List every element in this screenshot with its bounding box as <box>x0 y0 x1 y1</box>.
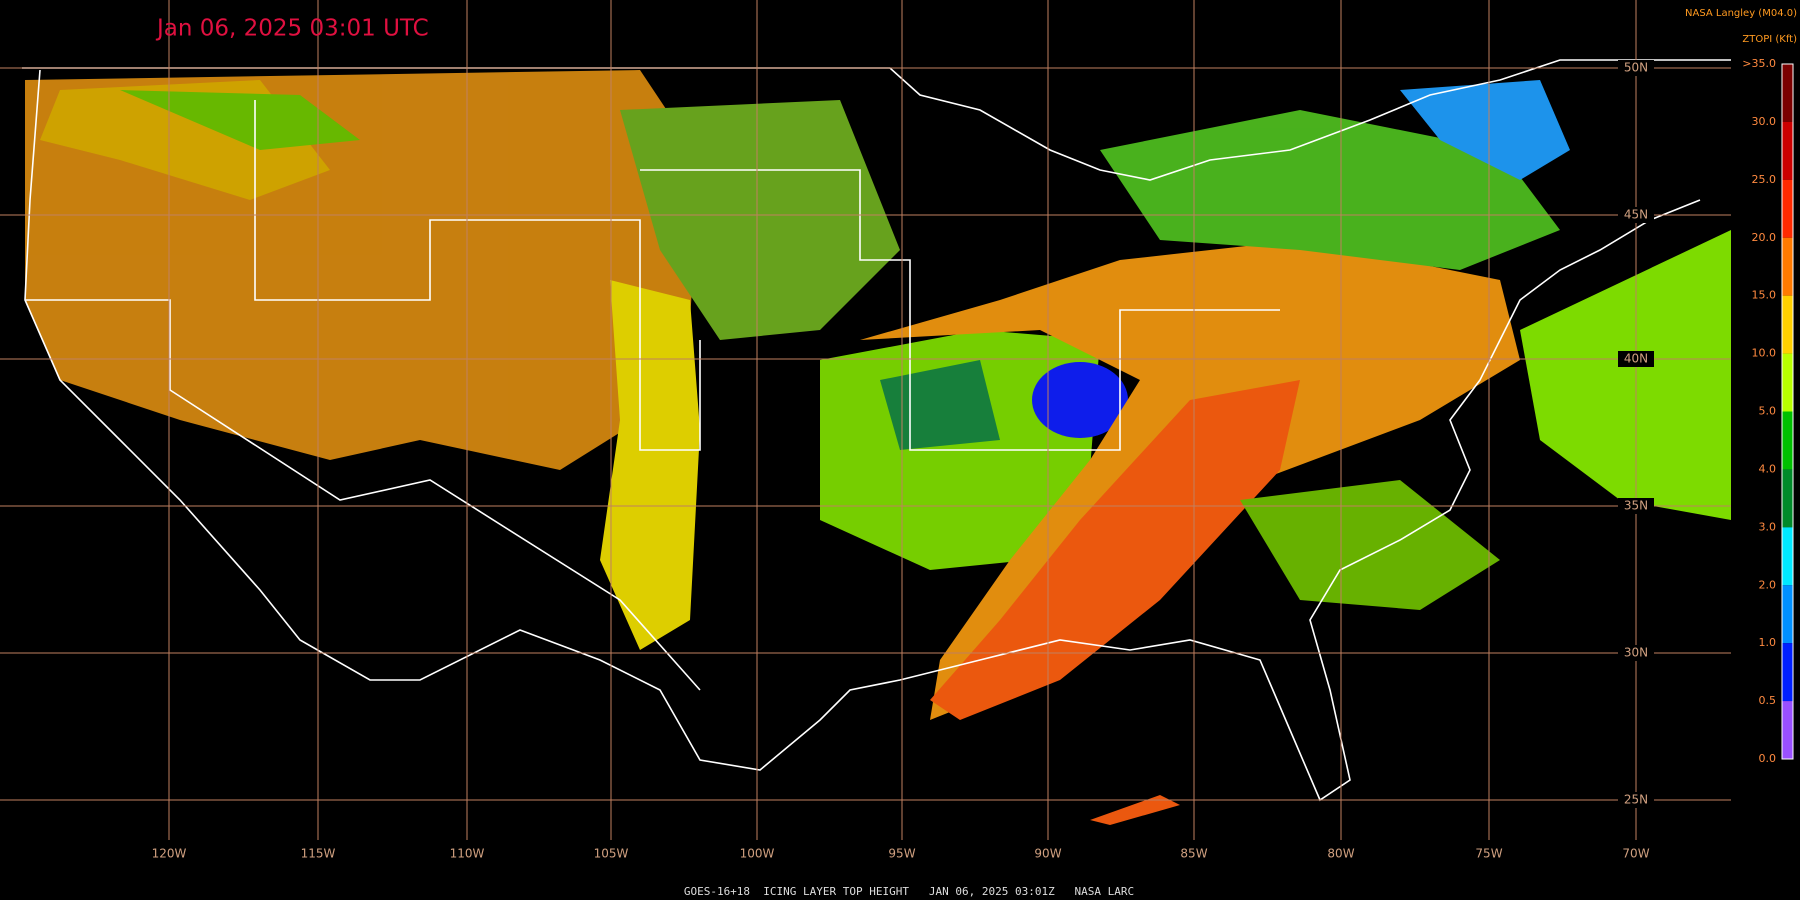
longitude-label: 100W <box>740 847 775 861</box>
blue-core <box>1032 362 1128 438</box>
boundaries <box>22 59 1731 802</box>
cloud-layer <box>25 70 1731 825</box>
longitude-label: 115W <box>301 847 336 861</box>
source-label: NASA Langley (M04.0) <box>1685 8 1797 19</box>
longitude-label: 120W <box>152 847 187 861</box>
label-backdrop <box>1618 351 1654 367</box>
atlantic-green <box>1520 230 1731 520</box>
colorbar-label: 1.0 <box>1759 636 1777 649</box>
colorbar-label: 15.0 <box>1752 289 1777 302</box>
southern-orange <box>930 380 1300 720</box>
northwest-green <box>120 90 360 150</box>
gulf-streak <box>1090 795 1180 825</box>
colorbar-label: 30.0 <box>1752 115 1777 128</box>
longitude-label: 75W <box>1475 847 1502 861</box>
colorbar-segment <box>1782 643 1793 702</box>
coastline <box>24 69 1701 802</box>
colorbar-segment <box>1782 527 1793 586</box>
great-lakes-green <box>1100 110 1560 270</box>
longitude-label: 85W <box>1180 847 1207 861</box>
colorbar-segment <box>1782 411 1793 470</box>
footer: GOES-16+18 ICING LAYER TOP HEIGHT JAN 06… <box>684 885 1134 898</box>
colorbar-segment <box>1782 585 1793 644</box>
plains-green <box>620 100 900 340</box>
longitude-label: 90W <box>1034 847 1061 861</box>
label-backdrop <box>1618 207 1654 223</box>
southeast-green <box>1240 480 1500 610</box>
colorbar-label: 25.0 <box>1752 173 1777 186</box>
colorbar-segment <box>1782 179 1793 238</box>
colorbar-label: 0.0 <box>1759 752 1777 765</box>
latitude-label: 50N <box>1624 61 1648 75</box>
state-lines-west <box>25 299 701 691</box>
colorbar-label: 4.0 <box>1759 462 1777 475</box>
product-label: ZTOPI (Kft) <box>1742 34 1797 45</box>
latitude-label: 25N <box>1624 793 1648 807</box>
longitude-label: 110W <box>450 847 485 861</box>
label-backdrop <box>1618 498 1654 514</box>
rockies-yellow <box>600 280 700 650</box>
latitude-label: 45N <box>1624 208 1648 222</box>
colorbar-label: >35.0 <box>1742 57 1776 70</box>
colorbar-label: 2.0 <box>1759 578 1777 591</box>
colorbar-segment <box>1782 237 1793 296</box>
colorbar-segment <box>1782 701 1793 759</box>
state-lines-central <box>640 169 1280 451</box>
longitude-label: 95W <box>888 847 915 861</box>
longitude-label: 80W <box>1327 847 1354 861</box>
colorbar-label: 3.0 <box>1759 520 1777 533</box>
colorbar-label: 20.0 <box>1752 231 1777 244</box>
longitude-label: 70W <box>1622 847 1649 861</box>
colorbar-segment <box>1782 295 1793 354</box>
colorbar-label: 5.0 <box>1759 405 1777 418</box>
latitude-label: 40N <box>1624 352 1648 366</box>
title: Jan 06, 2025 03:01 UTC <box>155 16 429 42</box>
colorbar: >35.0 30.0 25.0 20.0 15.0 10.0 5.0 4.0 3.0 2.0 1.0… <box>1742 57 1794 765</box>
colorbar-segment <box>1782 121 1793 180</box>
label-backdrop <box>1618 645 1654 661</box>
label-backdrop <box>1618 60 1654 76</box>
label-backdrop <box>1618 792 1654 808</box>
colorbar-segment <box>1782 64 1793 122</box>
colorbar-label: 0.5 <box>1759 694 1777 707</box>
latitude-label: 30N <box>1624 646 1648 660</box>
state-lines-mountain <box>254 100 701 451</box>
canada-cyan <box>1400 80 1570 180</box>
colorbar-segment <box>1782 353 1793 412</box>
colorbar-label: 10.0 <box>1752 347 1777 360</box>
longitude-label: 105W <box>594 847 629 861</box>
graticule: 120W 115W 110W 105W 100W 95W 90W 85W 80W 75W 70W 50… <box>0 0 1731 861</box>
colorbar-frame <box>1781 63 1794 760</box>
northern-border <box>22 59 1731 181</box>
latitude-label: 35N <box>1624 499 1648 513</box>
colorbar-segment <box>1782 469 1793 528</box>
